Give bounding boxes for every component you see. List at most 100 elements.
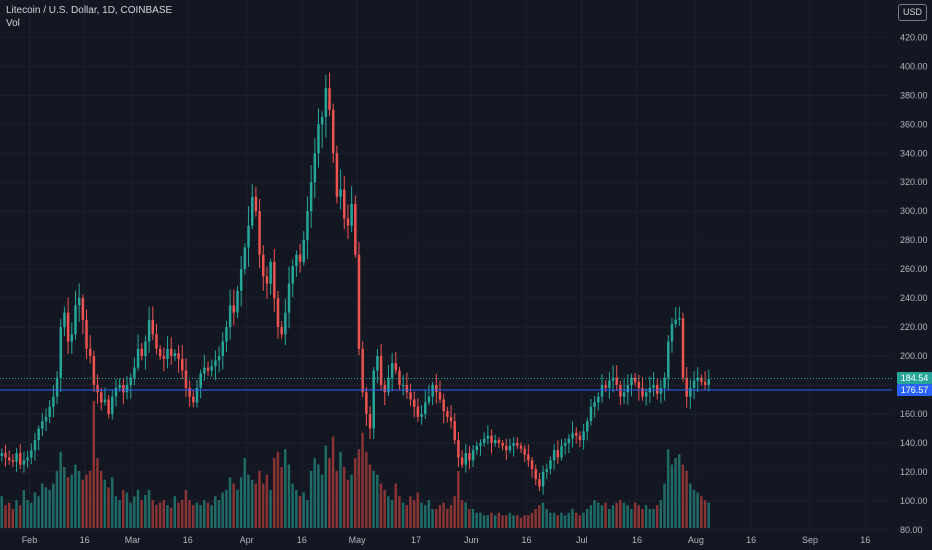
- volume-bar: [313, 458, 316, 528]
- volume-bar: [530, 512, 534, 528]
- volume-bar: [519, 517, 523, 528]
- volume-bar: [527, 515, 530, 528]
- candle-body: [41, 421, 44, 429]
- candle-body: [405, 385, 409, 393]
- y-axis-tick-label: 280.00: [900, 235, 928, 245]
- volume-bar: [140, 500, 143, 528]
- candle-body: [258, 211, 261, 255]
- candle-body: [206, 367, 210, 371]
- candle-body: [103, 399, 107, 403]
- volume-bar: [361, 432, 364, 528]
- volume-bar: [309, 470, 313, 528]
- volume-bar: [335, 470, 339, 528]
- candle-body: [582, 431, 585, 441]
- volume-bar: [342, 467, 346, 528]
- candle-body: [505, 445, 508, 451]
- volume-bar: [147, 489, 151, 528]
- candle-body: [674, 319, 677, 325]
- candle-body: [22, 460, 26, 465]
- candle-body: [250, 196, 254, 226]
- candle-body: [66, 312, 70, 342]
- candle-body: [335, 153, 339, 197]
- volume-bar: [280, 467, 283, 528]
- x-axis-tick-label: Apr: [240, 535, 254, 545]
- candle-body: [133, 367, 136, 378]
- volume-bar: [295, 489, 298, 528]
- volume-bar: [114, 496, 118, 528]
- volume-bar: [670, 464, 674, 528]
- candle-body: [689, 387, 692, 397]
- y-axis-tick-label: 400.00: [900, 61, 928, 71]
- candle-body: [538, 479, 541, 487]
- x-axis-tick-label: Jun: [464, 535, 479, 545]
- volume-bar: [276, 451, 280, 528]
- candle-body: [696, 377, 699, 381]
- volume-bar: [166, 505, 169, 528]
- volume-bar: [368, 464, 372, 528]
- candle-body: [692, 380, 696, 388]
- candle-body: [497, 440, 501, 443]
- candle-body: [114, 387, 118, 397]
- volume-bar: [261, 483, 265, 528]
- candle-body: [287, 283, 291, 313]
- candle-body: [217, 356, 221, 361]
- volume-bar: [512, 515, 515, 528]
- candle-body: [306, 211, 309, 241]
- volume-bar: [85, 474, 88, 528]
- candle-body: [92, 356, 96, 386]
- volume-bar: [390, 500, 394, 528]
- volume-bar: [210, 505, 213, 528]
- candle-body: [501, 442, 504, 446]
- y-axis-tick-label: 260.00: [900, 264, 928, 274]
- candle-body: [424, 402, 427, 414]
- horizontal-line-price-tag: 176.57: [897, 383, 932, 396]
- volume-bar: [567, 512, 571, 528]
- candle-body: [144, 341, 147, 357]
- candle-body: [357, 254, 361, 349]
- chart-legend: Litecoin / U.S. Dollar, 1D, COINBASE Vol: [6, 4, 172, 30]
- candle-body: [77, 298, 81, 306]
- volume-bar: [66, 477, 70, 528]
- candle-body: [136, 348, 140, 368]
- candle-body: [527, 454, 530, 461]
- x-axis-tick-label: Sep: [802, 535, 818, 545]
- x-axis-tick-label: 16: [297, 535, 307, 545]
- volume-bar: [74, 464, 77, 528]
- volume-bar: [15, 500, 18, 528]
- candle-body: [85, 319, 88, 349]
- candle-body: [317, 124, 320, 154]
- volume-bar: [70, 474, 73, 528]
- volume-bar: [376, 474, 379, 528]
- volume-bar: [306, 500, 309, 528]
- candle-body: [637, 382, 641, 388]
- volume-bar: [372, 470, 375, 528]
- candle-body: [670, 324, 674, 342]
- candle-body: [177, 353, 180, 359]
- volume-bar: [615, 502, 618, 528]
- candle-body: [578, 435, 582, 441]
- candle-body: [74, 305, 77, 335]
- candle-body: [55, 377, 59, 397]
- volume-bar: [180, 500, 184, 528]
- y-axis-tick-label: 360.00: [900, 119, 928, 129]
- candle-body: [365, 392, 368, 414]
- candle-body: [273, 261, 276, 299]
- volume-bar: [339, 451, 342, 528]
- candle-body: [523, 448, 526, 455]
- currency-button[interactable]: USD: [898, 4, 927, 21]
- candle-body: [420, 413, 423, 417]
- candle-body: [269, 261, 272, 284]
- volume-bar: [228, 477, 232, 528]
- candle-body: [232, 305, 236, 313]
- volume-bar: [560, 512, 563, 528]
- volume-bar: [284, 449, 287, 528]
- volume-bar: [144, 494, 147, 528]
- volume-bar: [302, 492, 305, 528]
- volume-bar: [96, 458, 99, 528]
- volume-bar: [692, 489, 696, 528]
- volume-bar: [659, 500, 663, 528]
- candle-body: [409, 392, 412, 400]
- volume-bar: [331, 436, 335, 528]
